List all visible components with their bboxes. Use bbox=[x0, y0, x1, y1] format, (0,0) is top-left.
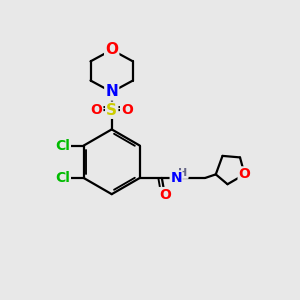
Text: N: N bbox=[105, 85, 118, 100]
Text: O: O bbox=[121, 103, 133, 117]
Text: Cl: Cl bbox=[55, 139, 70, 153]
Text: O: O bbox=[159, 188, 171, 202]
Text: O: O bbox=[105, 42, 118, 57]
Text: O: O bbox=[238, 167, 250, 182]
Text: O: O bbox=[91, 103, 102, 117]
Text: N: N bbox=[170, 171, 182, 185]
Text: H: H bbox=[178, 168, 188, 178]
Text: S: S bbox=[106, 103, 117, 118]
Text: Cl: Cl bbox=[55, 171, 70, 185]
